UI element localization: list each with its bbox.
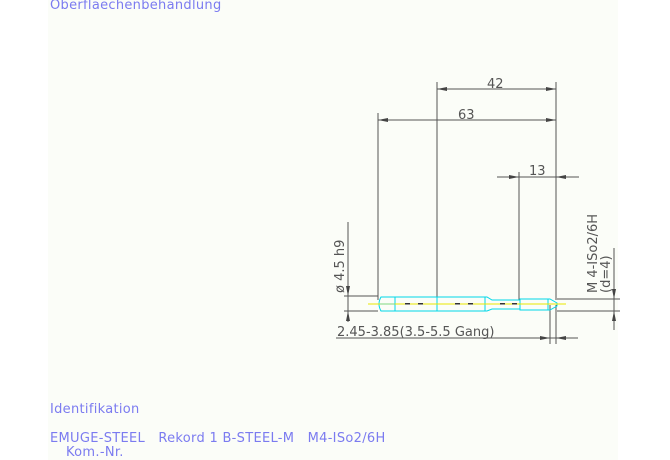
dim-text-42: 42 xyxy=(487,77,504,92)
thread-spec-text: M 4-ISo2/6H xyxy=(586,214,601,293)
thread-diameter-text: (d=4) xyxy=(599,255,614,293)
dimension-arrows xyxy=(346,87,616,340)
product-identifier: EMUGE-STEEL Rekord 1 B-STEEL-M M4-ISo2/6… xyxy=(50,431,386,446)
kom-nr-label: Kom.-Nr. xyxy=(66,445,124,460)
dim-text-diameter: ø 4.5 h9 xyxy=(333,240,348,293)
hidden-line-dashes xyxy=(405,303,517,305)
dim-text-13: 13 xyxy=(529,164,546,179)
dim-text-core: 2.45-3.85(3.5-5.5 Gang) xyxy=(337,325,494,340)
surface-treatment-label: Oberflaechenbehandlung xyxy=(50,0,222,13)
dim-text-63: 63 xyxy=(458,108,475,123)
identification-label: Identifikation xyxy=(50,402,140,417)
drawing-sheet xyxy=(48,0,618,460)
